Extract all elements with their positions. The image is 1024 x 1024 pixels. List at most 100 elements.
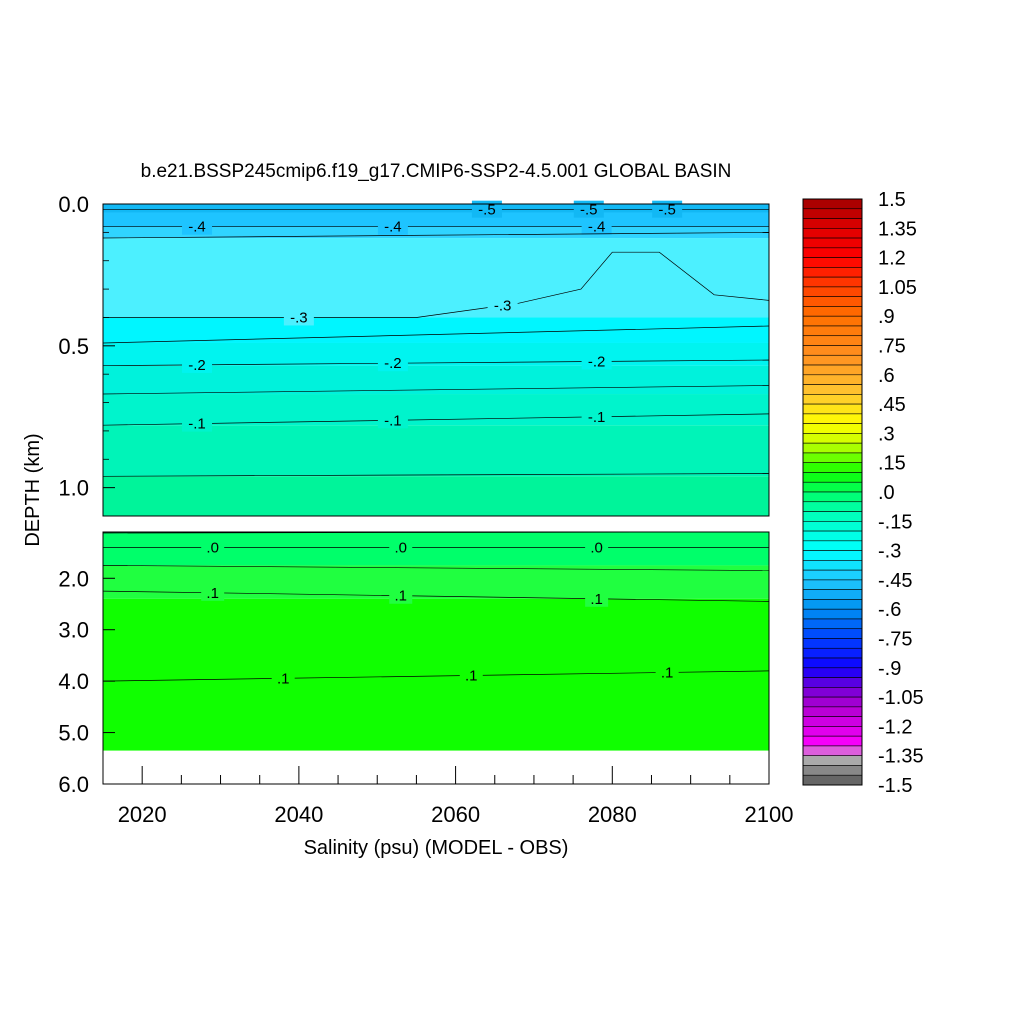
contour-label-bg-12-0 [271, 669, 295, 687]
band-upper-3 [103, 238, 769, 318]
colorbar-box-10 [802, 296, 863, 307]
contour-label-11-1: .1 [394, 588, 407, 605]
contour-line-upper-5 [102, 385, 770, 395]
colorbar-box-44 [802, 628, 863, 639]
colorbar-box-58 [802, 765, 863, 776]
colorbar-box-4 [802, 237, 863, 249]
colorbar-box-7 [802, 267, 863, 278]
colorbar-box-23 [802, 423, 863, 434]
colorbar-box-37 [802, 560, 863, 571]
contour-line-upper-3 [102, 325, 770, 344]
contour-label-6-1: -.1 [384, 412, 402, 429]
colorbar-box-48 [802, 667, 863, 678]
colorbar-label-18: -1.2 [878, 716, 912, 738]
y-tick-label-1.0: 1.0 [58, 476, 89, 501]
colorbar-label-4: .9 [878, 306, 895, 328]
contour-label-6-2: -.1 [588, 409, 606, 426]
upper-panel: -.4 -.4 -.4 -.3 -.3 -.2 -.2 -.2 -.1 -.1 -.1 -.5 -.5 -… [102, 200, 770, 517]
lower-panel-frame [102, 531, 770, 785]
colorbar-label-5: .75 [878, 336, 906, 358]
colorbar-box-6 [802, 257, 863, 268]
colorbar-box-59 [802, 774, 863, 786]
colorbar-box-21 [802, 403, 863, 415]
colorbar-box-28 [802, 472, 863, 483]
colorbar-box-55 [802, 735, 863, 747]
colorbar-box-5 [802, 247, 863, 258]
colorbar-label-10: .0 [878, 482, 895, 504]
colorbar-box-31 [802, 501, 863, 512]
band-upper-6 [103, 365, 769, 395]
x-tick-label-2080: 2080 [588, 802, 637, 827]
colorbar-box-54 [802, 726, 863, 737]
colorbar-label-11: -.15 [878, 511, 912, 533]
contour-label-0-2: -.4 [588, 219, 606, 236]
contour-label-4-0: -.2 [188, 357, 206, 374]
contour-line-upper-1 [102, 232, 770, 239]
colorbar-box-0 [802, 198, 863, 210]
colorbar-box-57 [802, 755, 863, 766]
contour-label-9-0: .0 [206, 539, 219, 556]
contour-label-12-0: .1 [277, 670, 290, 687]
contour-label-bg-2-0 [283, 308, 314, 326]
colorbar-box-49 [802, 677, 863, 688]
colorbar-box-9 [802, 286, 863, 297]
contour-label-4-1: -.2 [384, 355, 402, 372]
colorbar-label-8: .3 [878, 423, 895, 445]
contour-label-bg-13-2 [652, 200, 683, 218]
colorbar-box-13 [802, 325, 863, 337]
colorbar-box-25 [802, 442, 863, 454]
colorbar-box-34 [802, 530, 863, 542]
y-axis: 0.0 0.5 1.0 2.0 3.0 4.0 5.0 6.0 [58, 192, 115, 797]
y-tick-label-2.0: 2.0 [58, 566, 89, 591]
colorbar-box-12 [802, 315, 863, 327]
contour-label-bg-4-2 [581, 352, 612, 370]
band-upper-2 [103, 226, 769, 239]
colorbar-label-14: -.6 [878, 599, 901, 621]
contour-label-0-0: -.4 [188, 219, 206, 236]
colorbar-box-2 [802, 218, 863, 229]
colorbar-label-12: -.3 [878, 541, 901, 563]
colorbar-box-1 [802, 208, 863, 219]
colorbar-label-0: 1.5 [878, 189, 906, 211]
colorbar-label-6: .6 [878, 365, 895, 387]
colorbar-label-20: -1.5 [878, 775, 912, 797]
contour-label-bg-12-2 [655, 663, 679, 681]
colorbar-box-26 [802, 452, 863, 463]
contour-label-bg-0-1 [377, 217, 408, 235]
contour-label-9-2: .0 [590, 539, 603, 556]
contour-label-bg-12-1 [459, 666, 483, 684]
colorbar-box-30 [802, 491, 863, 503]
contour-label-bg-13-1 [573, 200, 604, 218]
contour-label-13-0: -.5 [478, 202, 496, 219]
colorbar-box-32 [802, 511, 863, 522]
contour-label-bg-9-0 [201, 538, 225, 556]
colorbar-label-16: -.9 [878, 658, 901, 680]
chart-title: b.e21.BSSP245cmip6.f19_g17.CMIP6-SSP2-4.… [141, 161, 732, 182]
colorbar-box-16 [802, 354, 863, 366]
y-tick-label-3.0: 3.0 [58, 618, 89, 643]
colorbar-box-24 [802, 433, 863, 444]
contour-label-bg-11-0 [201, 583, 225, 601]
band-upper-9 [103, 476, 769, 516]
contour-label-13-2: -.5 [658, 202, 676, 219]
colorbar-box-42 [802, 608, 863, 620]
y-axis-label: DEPTH (km) [22, 433, 44, 546]
contour-label-2-1: -.3 [494, 297, 512, 314]
colorbar-label-19: -1.35 [878, 746, 924, 768]
colorbar-label-9: .15 [878, 453, 906, 475]
colorbar-box-43 [802, 618, 863, 630]
x-axis-label: Salinity (psu) (MODEL - OBS) [304, 837, 569, 859]
y-tick-label-0.0: 0.0 [58, 192, 89, 217]
band-upper-4 [103, 317, 769, 343]
colorbar-box-35 [802, 540, 863, 551]
contour-label-12-2: .1 [661, 664, 674, 681]
contour-label-6-0: -.1 [188, 416, 206, 433]
lower-panel: .0 .0 .0 .1 .1 .1 .1 .1 .1 [102, 531, 770, 785]
contour-label-11-0: .1 [206, 585, 219, 602]
colorbar-box-22 [802, 413, 863, 424]
contour-label-bg-6-1 [377, 411, 408, 429]
contour-label-0-1: -.4 [384, 219, 402, 236]
contour-line-lower-10 [102, 565, 770, 571]
contour-label-9-1: .0 [394, 539, 407, 556]
